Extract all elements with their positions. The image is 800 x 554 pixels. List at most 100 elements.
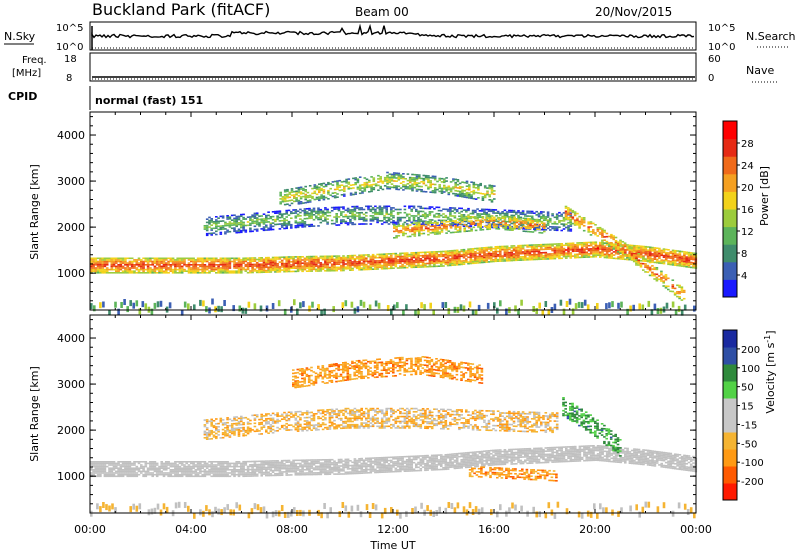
heatmap-cell (659, 307, 663, 314)
heatmap-cell (262, 221, 266, 224)
heatmap-cell (436, 188, 439, 191)
heatmap-cell (402, 228, 405, 230)
heatmap-cell (431, 228, 435, 231)
heatmap-cell (486, 225, 489, 227)
heatmap-cell (365, 223, 368, 225)
heatmap-cell (440, 181, 444, 183)
heatmap-cell (535, 223, 538, 226)
heatmap-cell (187, 262, 191, 264)
heatmap-cell (155, 464, 159, 466)
heatmap-cell (119, 259, 123, 261)
heatmap-cell (349, 259, 352, 262)
heatmap-cell (508, 258, 511, 260)
heatmap-cell (692, 262, 695, 264)
heatmap-cell (583, 243, 586, 246)
heatmap-cell (226, 229, 229, 232)
heatmap-cell (553, 216, 557, 219)
heatmap-cell (512, 253, 516, 255)
heatmap-cell (351, 222, 354, 224)
heatmap-cell (443, 191, 446, 193)
heatmap-cell (295, 190, 298, 193)
heatmap-cell (639, 256, 643, 258)
heatmap-cell (429, 185, 432, 187)
heatmap-cell (447, 185, 451, 188)
heatmap-cell (119, 473, 123, 476)
heatmap-cell (456, 183, 460, 186)
heatmap-cell (592, 243, 595, 245)
heatmap-cell (124, 260, 127, 263)
heatmap-cell (492, 251, 495, 253)
heatmap-cell (360, 254, 363, 256)
heatmap-cell (446, 253, 450, 256)
heatmap-cell (442, 208, 445, 210)
heatmap-cell (165, 264, 168, 266)
heatmap-cell (303, 217, 307, 220)
heatmap-cell (490, 223, 493, 225)
heatmap-cell (345, 182, 348, 184)
heatmap-cell (567, 247, 570, 250)
heatmap-cell (386, 186, 389, 188)
heatmap-cell (567, 250, 570, 253)
heatmap-cell (302, 301, 305, 308)
heatmap-cell (412, 207, 416, 209)
heatmap-cell (110, 259, 114, 261)
heatmap-cell (421, 223, 425, 226)
heatmap-cell (355, 215, 359, 217)
heatmap-cell (271, 268, 275, 270)
heatmap-cell (671, 260, 675, 263)
heatmap-cell (155, 462, 159, 465)
heatmap-cell (587, 229, 590, 232)
heatmap-cell (415, 174, 419, 176)
heatmap-cell (486, 217, 489, 219)
heatmap-cell (190, 257, 193, 260)
heatmap-cell (689, 253, 693, 256)
heatmap-cell (662, 251, 666, 254)
heatmap-cell (565, 226, 568, 229)
heatmap-cell (358, 184, 362, 187)
colorbar-tick-label: 16 (741, 205, 754, 216)
heatmap-cell (488, 195, 491, 198)
heatmap-cell (522, 230, 526, 232)
heatmap-cell (162, 467, 166, 469)
heatmap-cell (497, 221, 501, 224)
heatmap-cell (573, 219, 577, 221)
heatmap-cell (418, 182, 421, 184)
heatmap-cell (105, 472, 109, 474)
heatmap-cell (585, 254, 588, 257)
heatmap-cell (651, 258, 654, 260)
heatmap-cell (580, 223, 584, 226)
heatmap-cell (165, 270, 168, 272)
heatmap-cell (212, 267, 216, 269)
heatmap-cell (255, 218, 259, 221)
heatmap-cell (126, 267, 129, 269)
heatmap-cell (353, 259, 357, 262)
heatmap-cell (228, 265, 232, 268)
heatmap-cell (94, 470, 98, 473)
heatmap-cell (317, 270, 320, 272)
heatmap-cell (126, 306, 129, 313)
heatmap-cell (486, 226, 489, 229)
heatmap-cell (297, 186, 301, 189)
heatmap-cell (381, 182, 385, 184)
heatmap-cell (454, 189, 457, 192)
heatmap-cell (446, 260, 450, 262)
heatmap-cell (326, 208, 329, 211)
heatmap-cell (449, 213, 452, 216)
heatmap-cell (685, 262, 688, 265)
heatmap-cell (526, 244, 529, 247)
heatmap-cell (413, 182, 417, 184)
heatmap-cell (683, 260, 686, 263)
heatmap-cell (421, 215, 425, 218)
heatmap-cell (211, 298, 214, 305)
heatmap-cell (569, 228, 573, 231)
heatmap-cell (249, 257, 252, 259)
heatmap-cell (308, 260, 311, 263)
heatmap-cell (510, 251, 513, 254)
heatmap-cell (271, 303, 275, 309)
heatmap-cell (262, 265, 266, 267)
heatmap-cell (396, 259, 400, 261)
heatmap-cell (490, 225, 493, 227)
heatmap-cell (296, 224, 300, 227)
heatmap-cell (426, 251, 429, 253)
heatmap-cell (538, 228, 541, 231)
